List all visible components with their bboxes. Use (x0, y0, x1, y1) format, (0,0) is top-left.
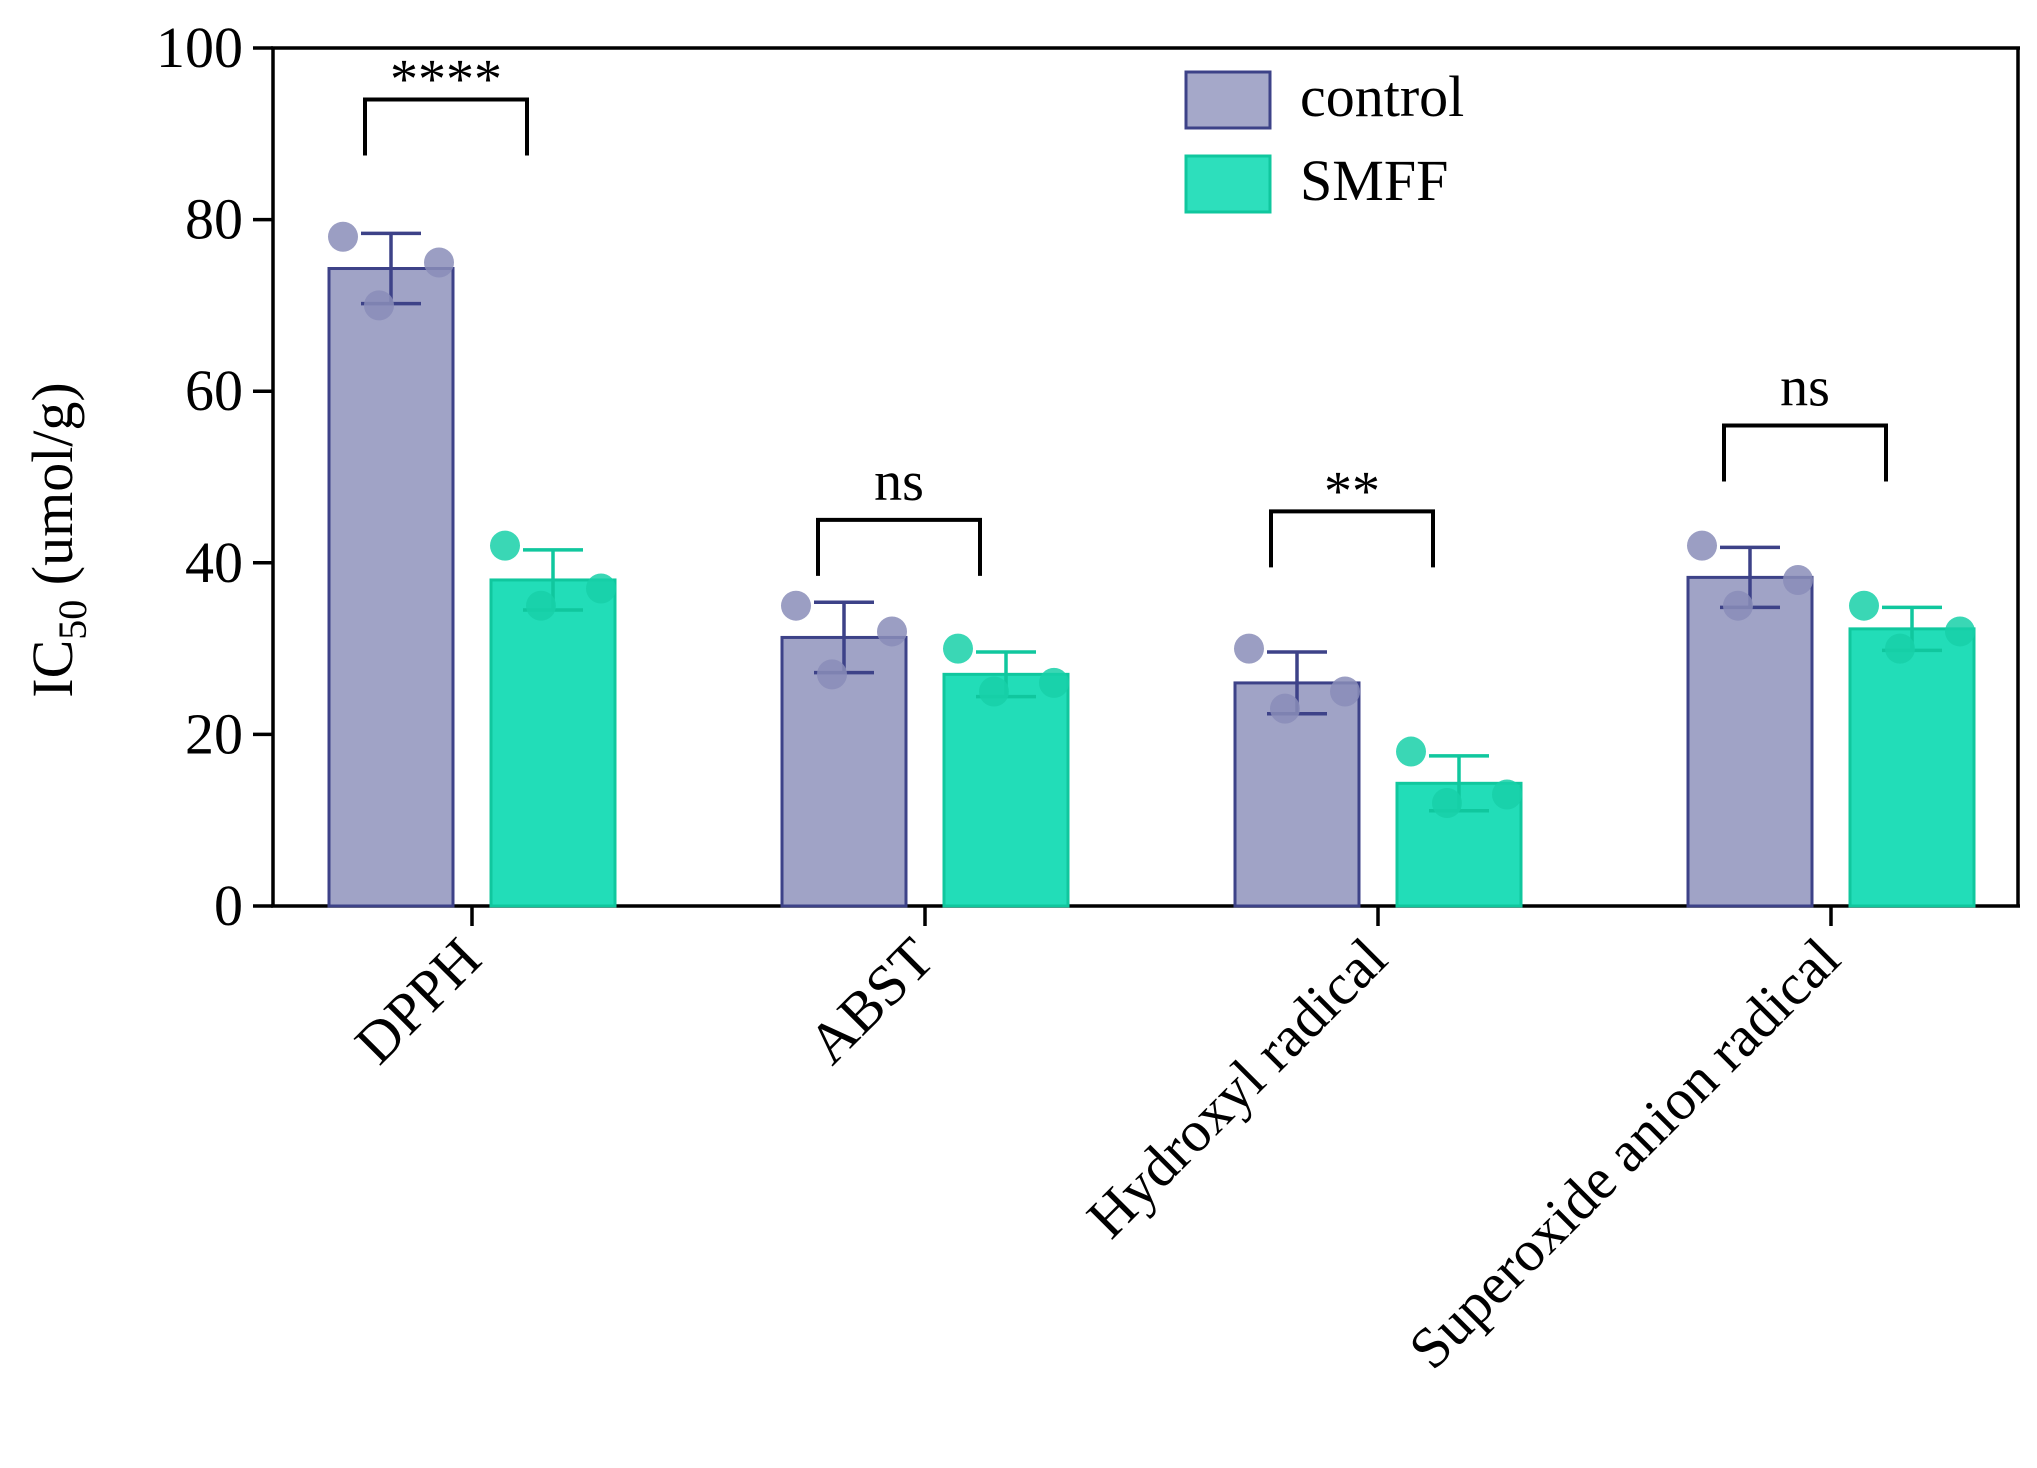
significance-layer: **** ns ** ns (363, 48, 1888, 576)
significance-bracket-hydroxyl-radical (1269, 509, 1435, 568)
point-smff-dpph-3 (586, 573, 616, 604)
bar-smff-dpph (489, 578, 617, 908)
y-axis-label-unit: (umol/g) (20, 382, 85, 599)
point-smff-dpph-2 (526, 590, 556, 621)
y-axis-label: IC50 (umol/g) (20, 382, 95, 697)
bar-control-dpph (327, 267, 455, 908)
y-tick-label-20: 20 (185, 701, 243, 766)
point-smff-hydroxyl-radical-2 (1432, 788, 1462, 819)
bar-smff-abst (942, 672, 1070, 908)
data-points-layer (328, 221, 1975, 819)
significance-label-superoxide-anion-radical: ns (1780, 357, 1830, 419)
legend: control SMFF (1184, 64, 1464, 214)
y-axis-label-main: IC (20, 640, 85, 698)
bars-layer (327, 267, 1976, 908)
y-tick-label-40: 40 (185, 530, 243, 595)
legend-swatch-control (1184, 70, 1272, 130)
point-control-hydroxyl-radical-1 (1234, 633, 1264, 664)
bar-control-hydroxyl-radical (1233, 681, 1361, 908)
point-smff-abst-3 (1039, 667, 1069, 698)
point-control-hydroxyl-radical-2 (1270, 693, 1300, 724)
significance-bracket-superoxide-anion-radical (1722, 423, 1888, 482)
y-tick-label-100: 100 (156, 15, 243, 80)
category-label-abst: ABST (795, 925, 946, 1076)
y-tick-label-0: 0 (214, 873, 243, 938)
point-control-abst-2 (817, 659, 847, 690)
point-control-superoxide-anion-radical-1 (1687, 530, 1717, 561)
significance-label-hydroxyl-radical: ** (1324, 460, 1380, 522)
bar-control-superoxide-anion-radical (1686, 575, 1814, 908)
significance-bracket-abst (816, 517, 982, 576)
legend-swatch-smff (1184, 154, 1272, 214)
y-tick-label-60: 60 (185, 358, 243, 423)
point-smff-superoxide-anion-radical-2 (1885, 633, 1915, 664)
significance-label-dpph: **** (390, 48, 502, 110)
point-smff-hydroxyl-radical-3 (1492, 779, 1522, 810)
point-smff-hydroxyl-radical-1 (1396, 736, 1426, 767)
point-smff-abst-2 (979, 676, 1009, 707)
point-smff-superoxide-anion-radical-3 (1945, 616, 1975, 647)
y-tick-label-80: 80 (185, 187, 243, 252)
legend-label-control: control (1300, 64, 1464, 129)
point-smff-superoxide-anion-radical-1 (1849, 590, 1879, 621)
point-control-superoxide-anion-radical-3 (1783, 564, 1813, 595)
bar-smff-superoxide-anion-radical (1848, 627, 1976, 908)
significance-bracket-dpph (363, 97, 529, 156)
point-smff-abst-1 (943, 633, 973, 664)
point-control-hydroxyl-radical-3 (1330, 676, 1360, 707)
category-label-superoxide-anion-radical: Superoxide anion radical (1396, 925, 1852, 1381)
x-axis-ticks (470, 906, 1833, 926)
point-control-dpph-2 (364, 290, 394, 321)
significance-label-abst: ns (874, 451, 924, 513)
legend-label-smff: SMFF (1300, 148, 1448, 213)
y-axis-ticks: 0 20 40 60 80 100 (156, 15, 273, 938)
point-smff-dpph-1 (490, 530, 520, 561)
category-label-hydroxyl-radical: Hydroxyl radical (1074, 925, 1399, 1250)
y-axis-label-subscript: 50 (50, 600, 95, 640)
category-label-dpph: DPPH (342, 925, 493, 1076)
point-control-dpph-3 (424, 247, 454, 278)
point-control-abst-1 (781, 590, 811, 621)
point-control-abst-3 (877, 616, 907, 647)
point-control-superoxide-anion-radical-2 (1723, 590, 1753, 621)
point-control-dpph-1 (328, 221, 358, 252)
